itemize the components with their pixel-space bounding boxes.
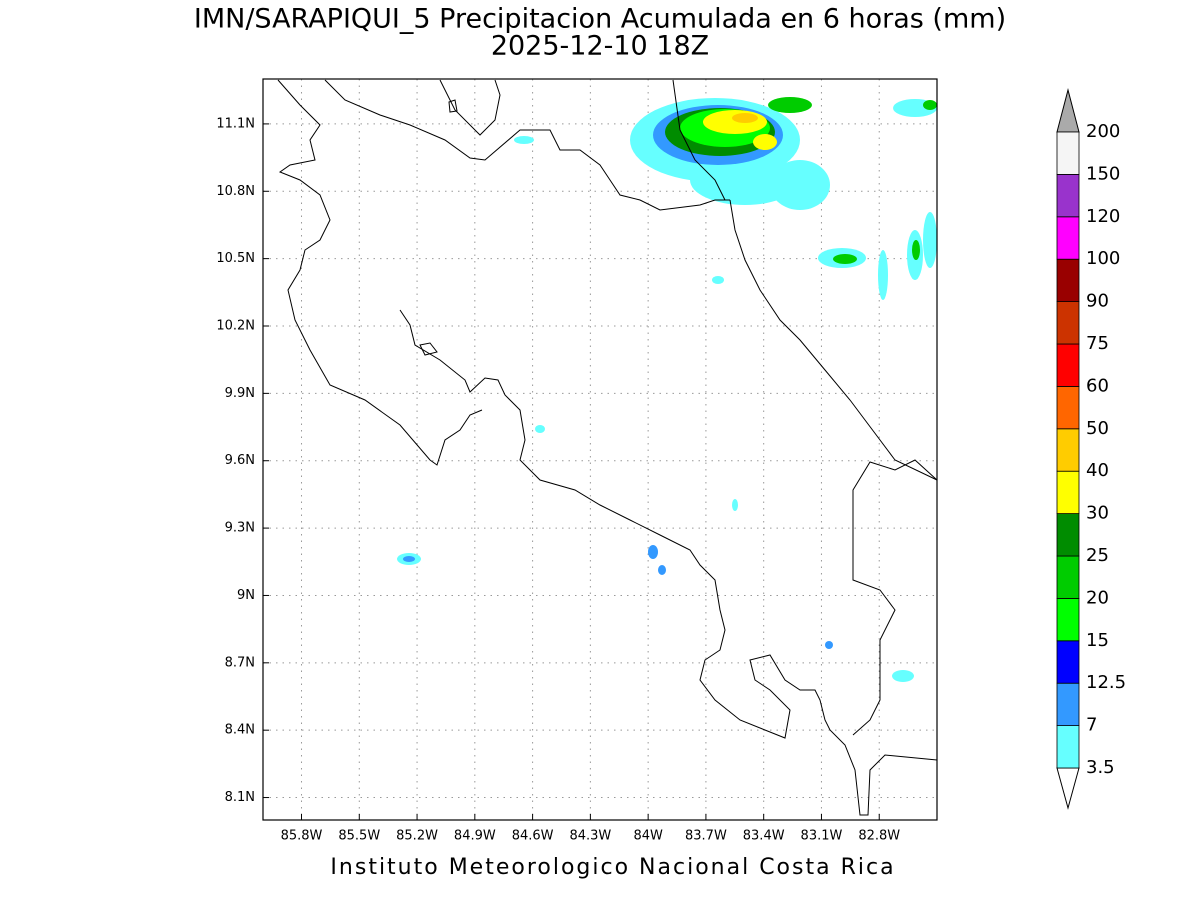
- colorbar-label: 7: [1086, 715, 1097, 736]
- colorbar-label: 15: [1086, 630, 1109, 651]
- y-tick-label: 9.6N: [225, 453, 255, 468]
- precip-area: [892, 670, 914, 682]
- y-tick-label: 9N: [237, 588, 255, 603]
- precip-area: [648, 545, 658, 559]
- colorbar-label: 20: [1086, 587, 1109, 608]
- colorbar-box: [1056, 216, 1080, 260]
- colorbar-box: [1056, 470, 1080, 515]
- colorbar-box: [1056, 173, 1080, 218]
- x-tick-label: 84.9W: [454, 829, 496, 844]
- x-tick-label: 85.8W: [281, 829, 323, 844]
- precip-area: [878, 250, 888, 300]
- precip-area: [703, 110, 767, 134]
- colorbar-label: 40: [1086, 460, 1109, 481]
- y-tick-label: 9.3N: [225, 521, 255, 536]
- precip-area: [514, 136, 534, 144]
- colorbar-label: 60: [1086, 375, 1109, 396]
- precip-area: [825, 641, 833, 649]
- island: [448, 99, 458, 113]
- precip-area: [732, 113, 758, 123]
- colorbar-label: 3.5: [1086, 757, 1115, 778]
- precip-area: [712, 276, 724, 284]
- border: [852, 459, 938, 736]
- y-tick-label: 8.1N: [225, 790, 255, 805]
- colorbar-box: [1056, 301, 1080, 345]
- island: [419, 342, 438, 356]
- precip-area: [732, 499, 738, 511]
- y-tick-label: 8.4N: [225, 723, 255, 738]
- footer: Instituto Meteorologico Nacional Costa R…: [330, 855, 895, 880]
- colorbar-box: [1056, 725, 1080, 769]
- precipitation: [397, 97, 937, 682]
- x-tick-label: 84.3W: [569, 829, 611, 844]
- colorbar-label: 100: [1086, 248, 1120, 269]
- precip-area: [753, 134, 777, 150]
- x-tick-label: 82.8W: [858, 829, 900, 844]
- precip-area: [535, 425, 545, 433]
- colorbar-box: [1056, 513, 1080, 557]
- colorbar-label: 75: [1086, 333, 1109, 354]
- colorbar-label: 50: [1086, 418, 1109, 439]
- subtitle: 2025-12-10 18Z: [491, 31, 709, 62]
- x-tick-label: 83.1W: [801, 829, 843, 844]
- precip-area: [768, 97, 812, 113]
- colorbar-box: [1056, 640, 1080, 684]
- coastline: [277, 79, 483, 466]
- coastline: [324, 79, 730, 211]
- coastlines: [277, 79, 938, 816]
- x-tick-label: 85.5W: [338, 829, 380, 844]
- coastline: [729, 199, 938, 481]
- y-tick-label: 10.8N: [216, 184, 255, 199]
- colorbar-label: 120: [1086, 206, 1120, 227]
- colorbar-label: 25: [1086, 545, 1109, 566]
- y-tick-label: 8.7N: [225, 655, 255, 670]
- colorbar-box: [1056, 343, 1080, 387]
- precip-area: [923, 100, 937, 110]
- colorbar-label: 90: [1086, 291, 1109, 312]
- colorbar: 3.5 7 12.5 15 20 25 30 40 50 60 75 90 100 120 150 200: [1056, 88, 1126, 810]
- precip-area: [912, 240, 920, 260]
- precip-area: [833, 254, 857, 264]
- precip-area: [923, 212, 937, 268]
- colorbar-box: [1056, 682, 1080, 727]
- colorbar-box: [1056, 555, 1080, 599]
- x-tick-label: 84.6W: [512, 829, 554, 844]
- axes: 85.8W 85.5W 85.2W 84.9W 84.6W 84.3W 84W 83.7W 83…: [216, 116, 900, 843]
- x-tick-label: 83.7W: [685, 829, 727, 844]
- map-frame: [262, 78, 938, 821]
- border: [672, 79, 726, 201]
- lake-shore: [439, 79, 501, 136]
- colorbar-label: 30: [1086, 503, 1109, 524]
- colorbar-label: 12.5: [1086, 672, 1126, 693]
- y-tick-label: 11.1N: [216, 116, 255, 131]
- colorbar-box: [1056, 428, 1080, 472]
- colorbar-box: [1056, 385, 1080, 430]
- x-tick-label: 85.2W: [396, 829, 438, 844]
- colorbar-box: [1056, 131, 1080, 175]
- precip-area: [403, 556, 415, 562]
- x-tick-label: 83.4W: [743, 829, 785, 844]
- precip-area: [658, 565, 666, 575]
- y-tick-label: 10.5N: [216, 251, 255, 266]
- colorbar-label: 150: [1086, 163, 1120, 184]
- y-tick-label: 10.2N: [216, 319, 255, 334]
- colorbar-box: [1056, 598, 1080, 642]
- x-tick-label: 84W: [633, 829, 663, 844]
- colorbar-box: [1056, 258, 1080, 303]
- coastline: [399, 309, 938, 816]
- title: IMN/SARAPIQUI_5 Precipitacion Acumulada …: [194, 4, 1006, 35]
- precip-area: [770, 160, 830, 210]
- colorbar-label: 200: [1086, 121, 1120, 142]
- y-tick-label: 9.9N: [225, 386, 255, 401]
